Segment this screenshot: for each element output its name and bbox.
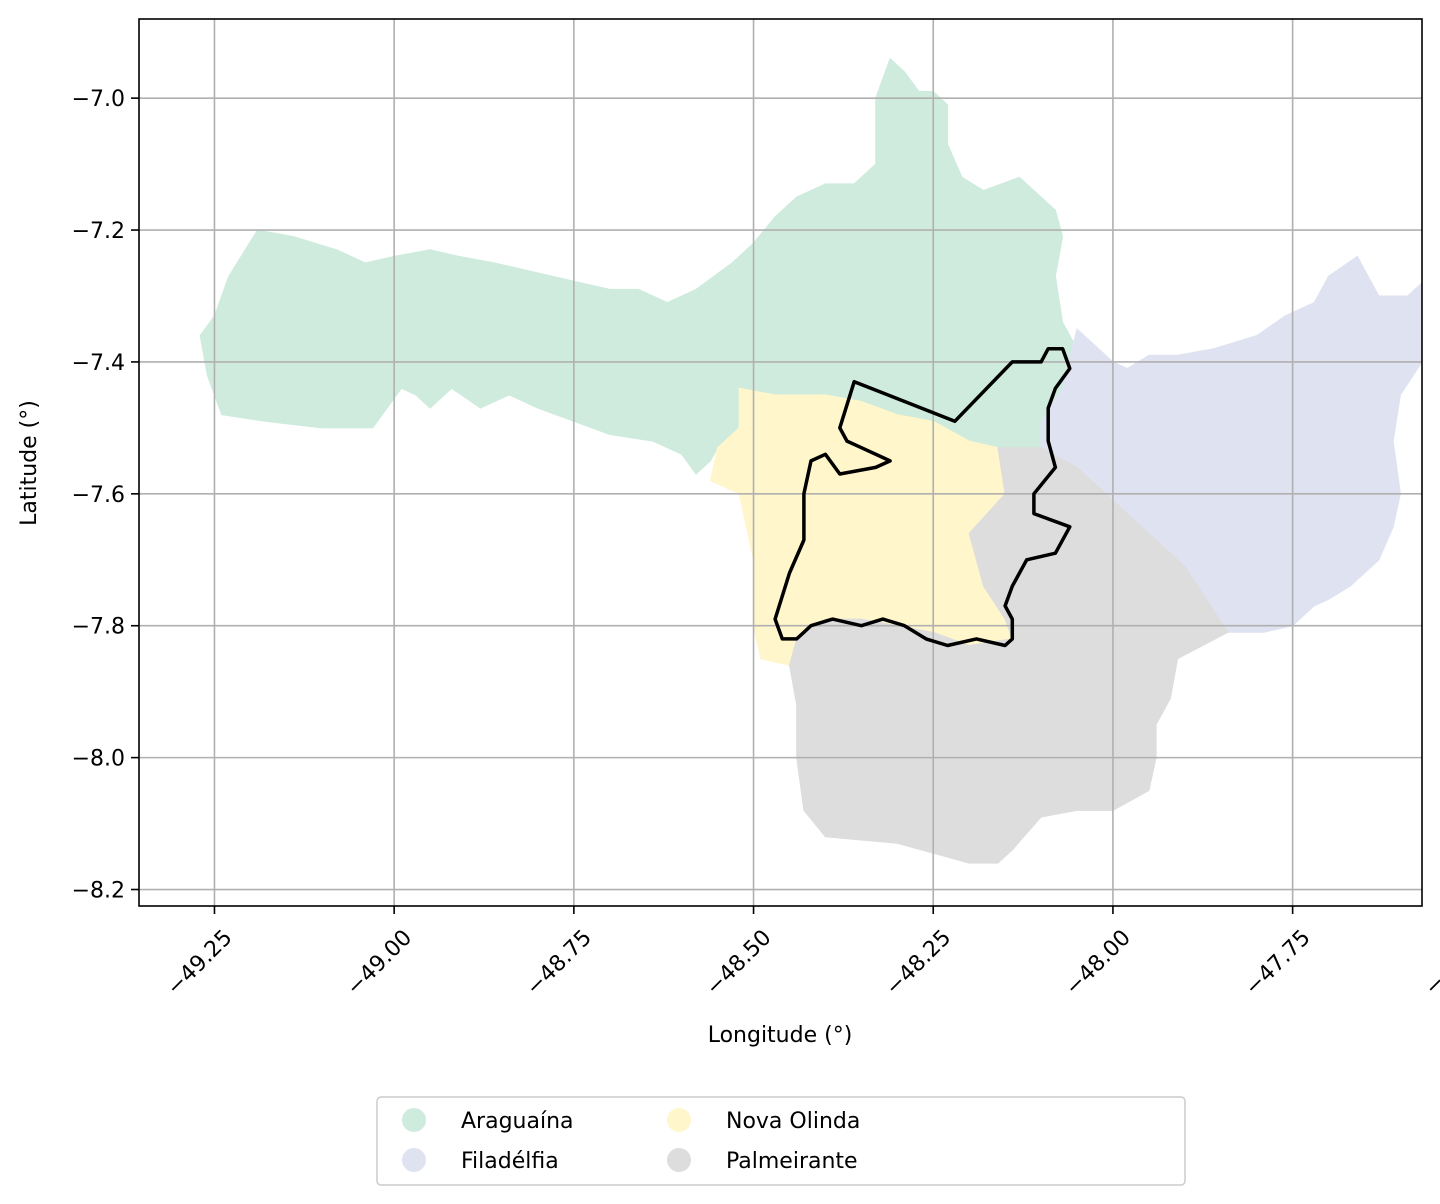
y-tick-label: −7.4: [72, 351, 125, 376]
legend-label-araguaina: Araguaína: [461, 1109, 574, 1134]
legend: Araguaína Filadélfia Nova Olinda Palmeirant…: [377, 1097, 1185, 1185]
legend-label-filadelfia: Filadélfia: [461, 1149, 559, 1174]
legend-label-palmeirante: Palmeirante: [726, 1149, 858, 1174]
y-tick-label: −7.0: [72, 87, 125, 112]
legend-marker-araguaina: [402, 1108, 426, 1132]
y-tick-label: −7.8: [72, 615, 125, 640]
x-axis-label: Longitude (°): [708, 1023, 853, 1048]
legend-marker-filadelfia: [402, 1148, 426, 1172]
y-tick-label: −7.6: [72, 483, 125, 508]
y-tick-label: −7.2: [72, 219, 125, 244]
y-axis-label: Latitude (°): [17, 400, 42, 526]
legend-label-nova-olinda: Nova Olinda: [726, 1109, 860, 1134]
y-tick-label: −8.0: [72, 747, 125, 772]
legend-marker-palmeirante: [667, 1148, 691, 1172]
legend-marker-nova-olinda: [667, 1108, 691, 1132]
y-tick-label: −8.2: [72, 879, 125, 904]
